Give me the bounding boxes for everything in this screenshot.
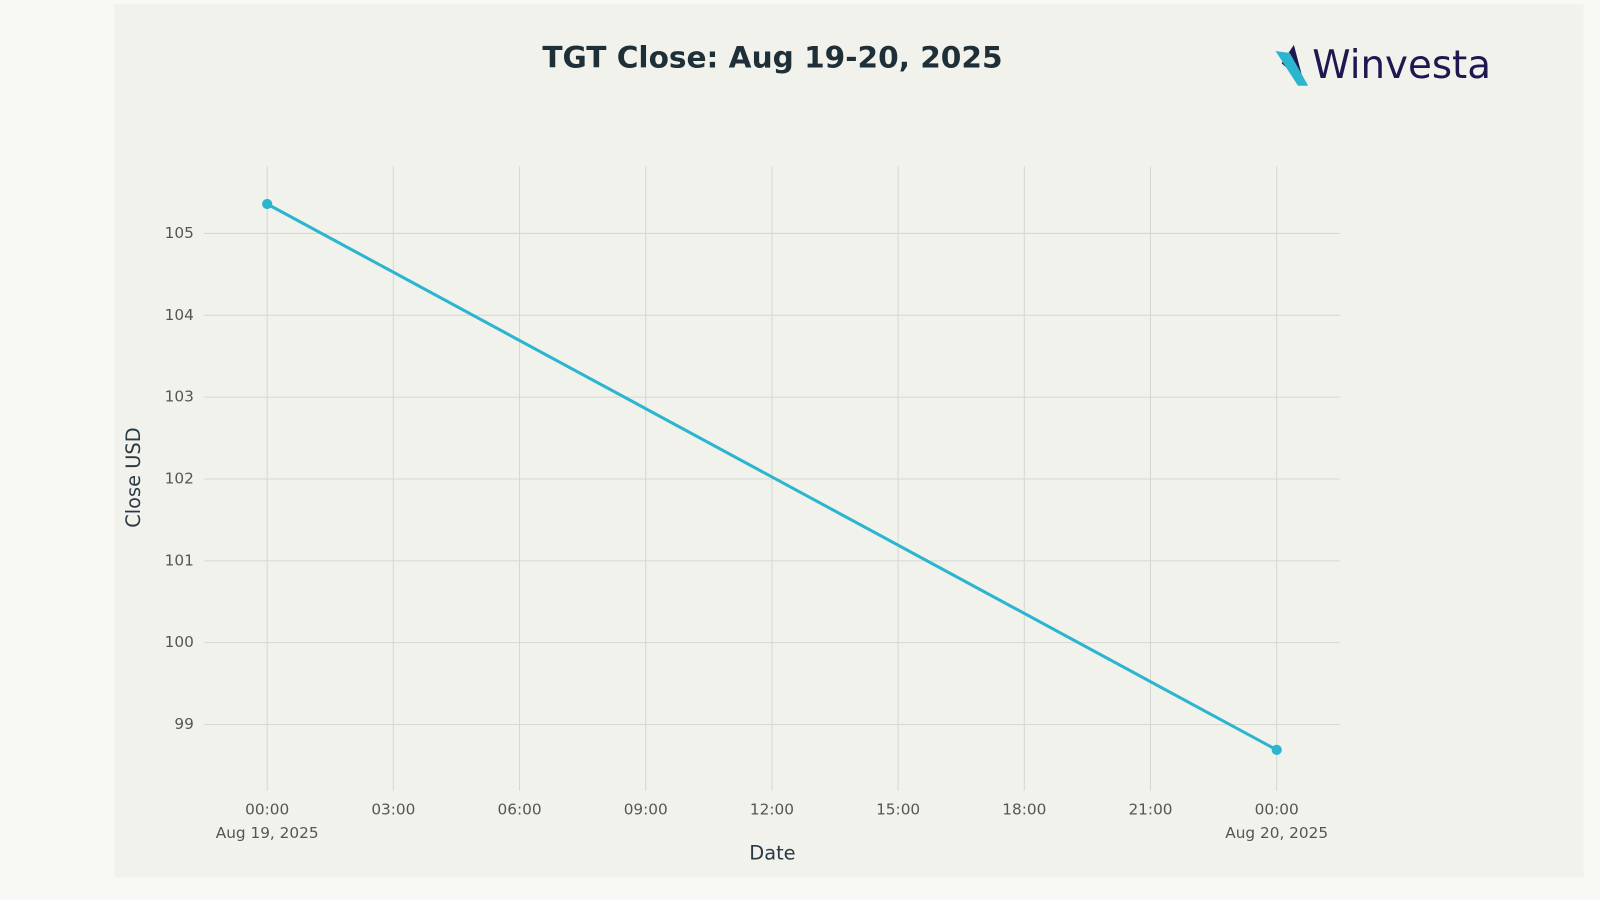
y-tick-label: 102 bbox=[165, 469, 194, 487]
x-axis-title: Date bbox=[749, 842, 795, 865]
y-tick-label: 104 bbox=[165, 306, 194, 324]
x-tick-label: 06:00 bbox=[498, 801, 542, 819]
line bbox=[266, 202, 1278, 752]
y-tick-label: 105 bbox=[165, 224, 194, 242]
y-tick-label: 100 bbox=[165, 633, 194, 651]
point bbox=[262, 198, 273, 210]
x-tick-label: 03:00 bbox=[371, 801, 415, 819]
x-tick-label: 00:00 bbox=[1255, 801, 1299, 819]
chart-background bbox=[114, 4, 1584, 878]
x-tick-label: 12:00 bbox=[750, 801, 794, 819]
x-tick-label: 15:00 bbox=[876, 801, 920, 819]
logo: Winvesta bbox=[1275, 43, 1491, 88]
y-tick-label: 99 bbox=[174, 715, 193, 733]
point bbox=[1271, 744, 1282, 755]
x-tick-label: 18:00 bbox=[1002, 801, 1046, 819]
x-tick-label: 09:00 bbox=[624, 801, 668, 819]
x-tick-date: Aug 19, 2025 bbox=[216, 824, 319, 842]
y-tick-label: 103 bbox=[165, 388, 194, 406]
y-tick-label: 101 bbox=[165, 551, 194, 569]
x-tick-label: 21:00 bbox=[1128, 801, 1172, 819]
chart-title: TGT Close: Aug 19-20, 2025 bbox=[542, 41, 1002, 75]
x-tick-label: 00:00 bbox=[245, 801, 289, 819]
logo-text: Winvesta bbox=[1312, 43, 1491, 88]
x-tick-date: Aug 20, 2025 bbox=[1225, 824, 1328, 842]
y-axis-title: Close USD bbox=[122, 427, 145, 527]
logo-icon bbox=[1275, 51, 1309, 86]
